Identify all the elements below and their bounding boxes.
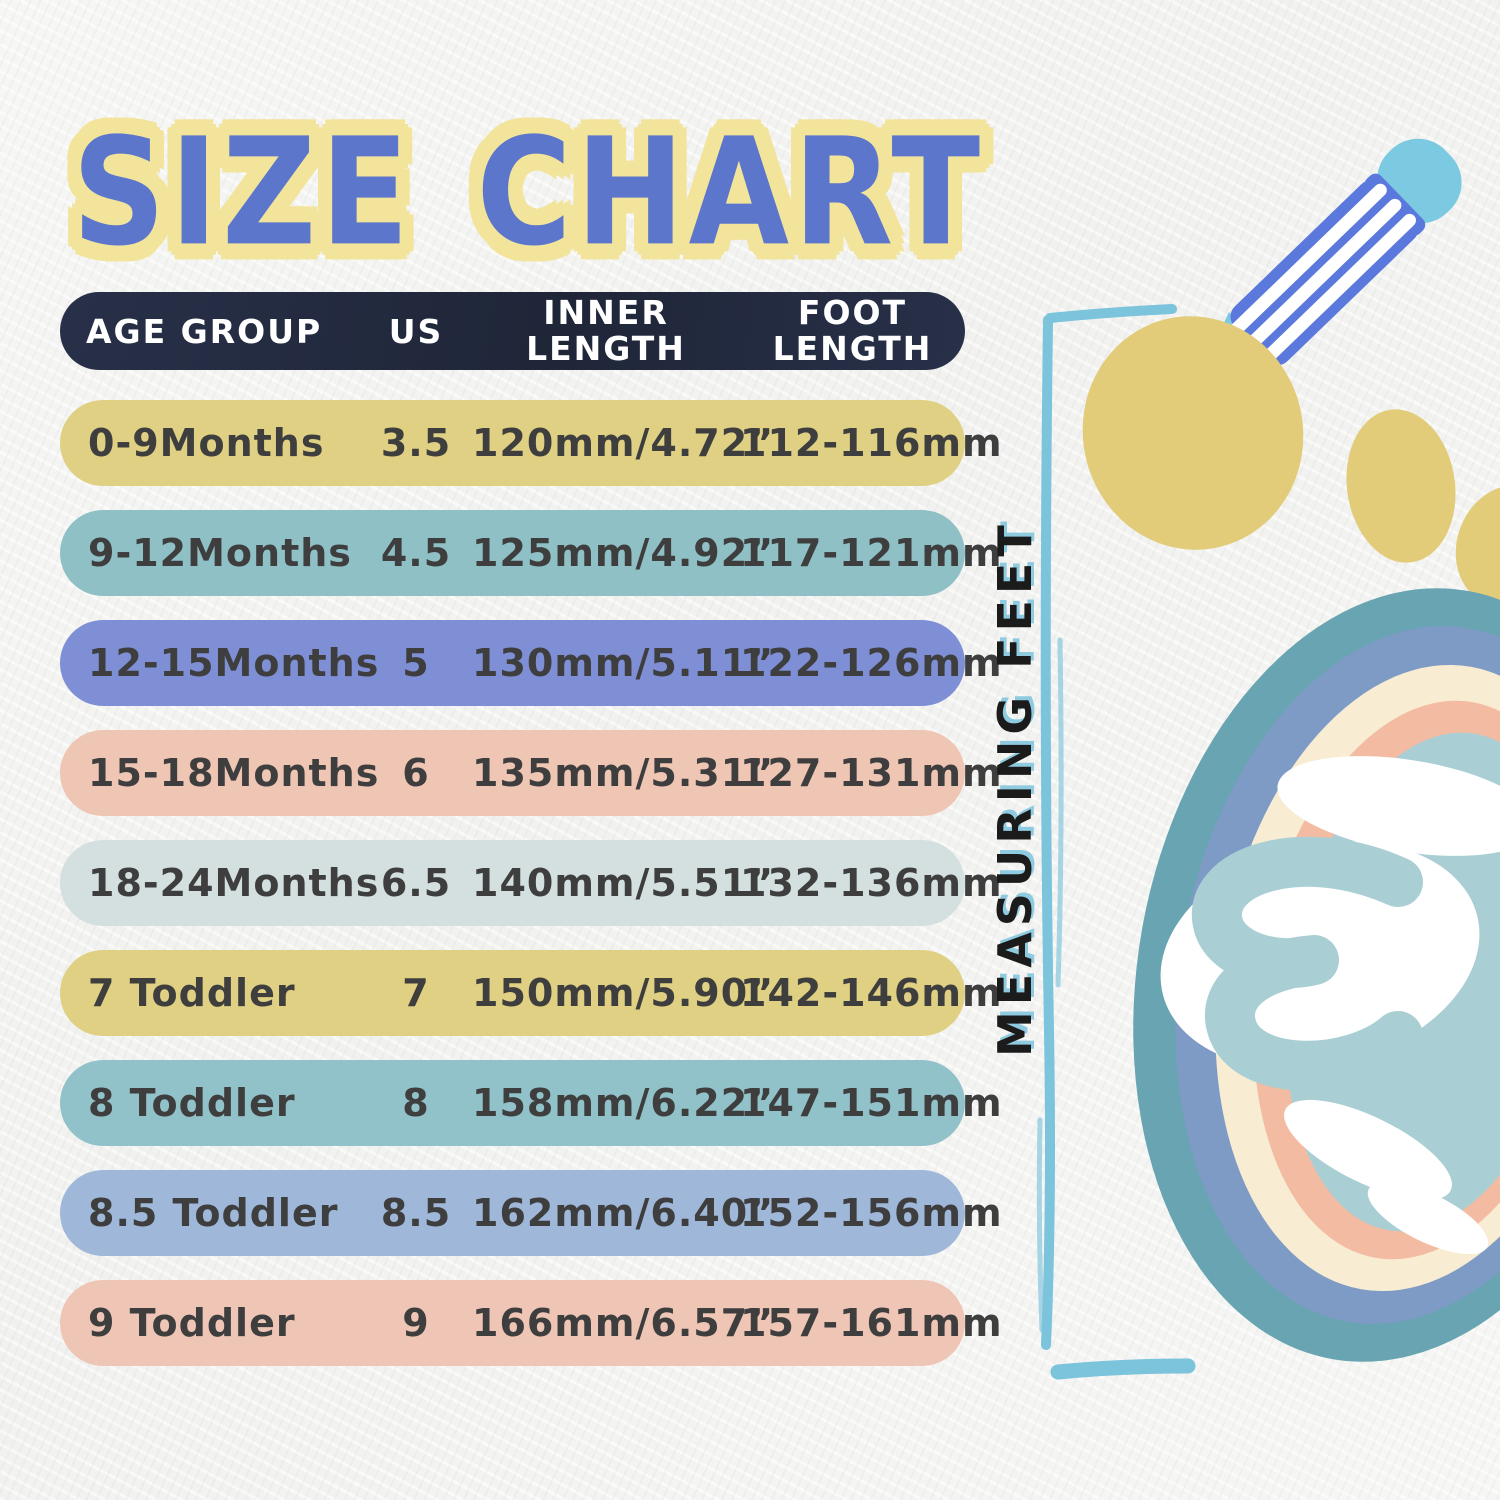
- age-group-cell: 9 Toddler: [88, 1301, 296, 1345]
- table-row: 12-15Months 5 130mm/5.11” 122-126mm: [60, 620, 1003, 706]
- inner-length-cell: 125mm/4.92”: [472, 531, 775, 575]
- age-group-cell: 12-15Months: [88, 641, 380, 685]
- foot-length-cell: 127-131mm: [740, 751, 1003, 795]
- pencil-icon: [1189, 138, 1462, 410]
- inner-length-cell: 130mm/5.11”: [472, 641, 775, 685]
- foot-length-cell: 132-136mm: [740, 861, 1003, 905]
- foot-sole: [1133, 588, 1500, 1362]
- inner-length-cell: 166mm/6.57”: [472, 1301, 775, 1345]
- table-row: 15-18Months 6 135mm/5.31” 127-131mm: [60, 730, 1003, 816]
- foot-length-cell: 117-121mm: [740, 531, 1003, 575]
- table-row: 9 Toddler 9 166mm/6.57” 157-161mm: [60, 1280, 1003, 1366]
- age-group-cell: 18-24Months: [88, 861, 380, 905]
- foot-length-cell: 112-116mm: [740, 421, 1003, 465]
- age-group-cell: 8.5 Toddler: [88, 1191, 339, 1235]
- us-size-cell: 7: [402, 971, 430, 1015]
- header-us: US: [388, 311, 444, 351]
- foot-length-cell: 142-146mm: [740, 971, 1003, 1015]
- table-row: 7 Toddler 7 150mm/5.90” 142-146mm: [60, 950, 1003, 1036]
- foot-length-cell: 147-151mm: [740, 1081, 1003, 1125]
- us-size-cell: 9: [402, 1301, 430, 1345]
- us-size-cell: 6.5: [380, 861, 452, 905]
- table-row: 8.5 Toddler 8.5 162mm/6.40” 152-156mm: [60, 1170, 1003, 1256]
- inner-length-cell: 135mm/5.31”: [472, 751, 775, 795]
- age-group-cell: 8 Toddler: [88, 1081, 296, 1125]
- us-size-cell: 8.5: [380, 1191, 452, 1235]
- us-size-cell: 4.5: [380, 531, 452, 575]
- inner-length-cell: 120mm/4.72”: [472, 421, 775, 465]
- table-row: 9-12Months 4.5 125mm/4.92” 117-121mm: [60, 510, 1003, 596]
- header-foot-length: FOOT LENGTH: [772, 293, 933, 368]
- table-row: 0-9Months 3.5 120mm/4.72” 112-116mm: [60, 400, 1003, 486]
- table-row: 8 Toddler 8 158mm/6.22” 147-151mm: [60, 1060, 1003, 1146]
- us-size-cell: 6: [402, 751, 430, 795]
- age-group-cell: 0-9Months: [88, 421, 325, 465]
- us-size-cell: 5: [402, 641, 430, 685]
- page-title: SIZE CHART: [72, 105, 985, 279]
- measuring-line-icon: [1036, 304, 1196, 1380]
- measuring-feet-label: MEASURING FEET: [988, 519, 1042, 1057]
- table-header: AGE GROUP US INNER LENGTH FOOT LENGTH: [60, 292, 965, 370]
- inner-length-cell: 158mm/6.22”: [472, 1081, 775, 1125]
- foot-length-cell: 122-126mm: [740, 641, 1003, 685]
- us-size-cell: 8: [402, 1081, 430, 1125]
- table-row: 18-24Months 6.5 140mm/5.51” 132-136mm: [60, 840, 1003, 926]
- foot-toes: [1082, 316, 1500, 607]
- toe-print-swirl: [1191, 836, 1423, 1091]
- header-inner-length: INNER LENGTH: [526, 293, 686, 368]
- inner-length-cell: 140mm/5.51”: [472, 861, 775, 905]
- foot-length-cell: 152-156mm: [740, 1191, 1003, 1235]
- age-group-cell: 7 Toddler: [88, 971, 296, 1015]
- inner-length-cell: 162mm/6.40”: [472, 1191, 775, 1235]
- age-group-cell: 9-12Months: [88, 531, 352, 575]
- inner-length-cell: 150mm/5.90”: [472, 971, 775, 1015]
- us-size-cell: 3.5: [380, 421, 452, 465]
- header-age-group: AGE GROUP: [86, 311, 323, 351]
- foot-length-cell: 157-161mm: [740, 1301, 1003, 1345]
- age-group-cell: 15-18Months: [88, 751, 380, 795]
